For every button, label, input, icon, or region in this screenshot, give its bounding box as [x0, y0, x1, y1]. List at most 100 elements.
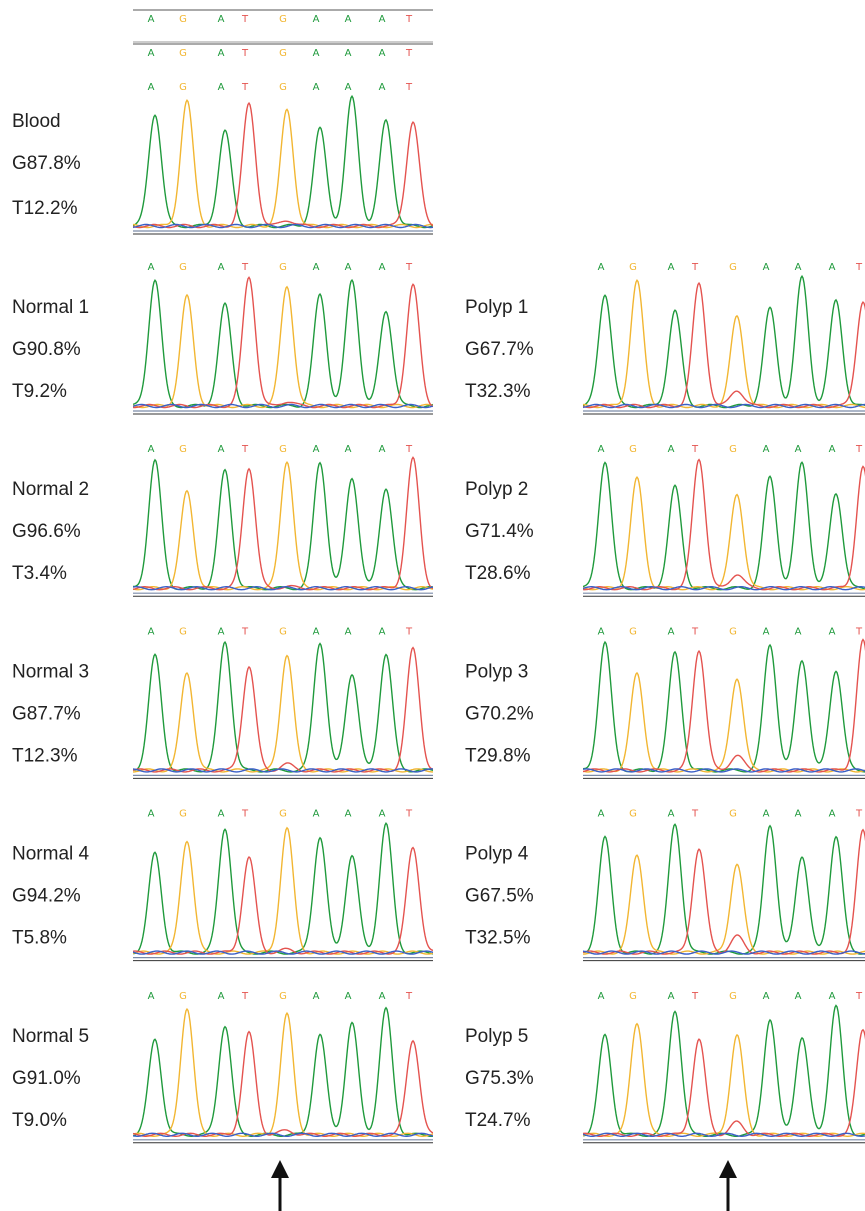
- base-call: A: [668, 262, 675, 273]
- trace-g: [133, 100, 433, 227]
- trace-g: [133, 656, 433, 772]
- base-call: A: [668, 991, 675, 1002]
- panel: AGATGAAATNormal 1G90.8%T9.2%: [12, 262, 433, 414]
- sample-name: Polyp 2: [465, 479, 528, 500]
- base-call: A: [379, 991, 386, 1002]
- base-call: A: [148, 48, 155, 59]
- base-call: A: [148, 626, 155, 637]
- panel: AGATGAAATNormal 4G94.2%T5.8%: [12, 809, 433, 961]
- base-call: T: [241, 82, 249, 93]
- base-call: A: [148, 809, 155, 820]
- t-percent: T12.3%: [12, 745, 78, 766]
- panel: AGATGAAATNormal 5G91.0%T9.0%: [12, 991, 433, 1143]
- base-call: T: [241, 626, 249, 637]
- t-percent: T32.3%: [465, 381, 531, 402]
- sample-name: Polyp 5: [465, 1026, 528, 1047]
- sample-name: Normal 4: [12, 844, 90, 865]
- base-call: G: [279, 82, 287, 93]
- base-call: T: [405, 626, 413, 637]
- base-call: T: [691, 991, 699, 1002]
- traces: [583, 460, 865, 590]
- base-call: A: [795, 626, 802, 637]
- sample-name: Polyp 3: [465, 661, 528, 682]
- base-call: A: [763, 444, 770, 455]
- base-call: A: [668, 444, 675, 455]
- trace-t: [133, 848, 433, 955]
- base-call: A: [379, 262, 386, 273]
- g-percent: G94.2%: [12, 886, 81, 907]
- base-call: A: [148, 14, 155, 25]
- base-call: A: [313, 444, 320, 455]
- base-call: G: [179, 262, 187, 273]
- trace-a: [583, 1006, 865, 1137]
- g-percent: G75.3%: [465, 1068, 534, 1089]
- base-call: A: [379, 444, 386, 455]
- base-call: A: [345, 262, 352, 273]
- trace-t: [133, 457, 433, 589]
- base-call: G: [179, 991, 187, 1002]
- base-call: G: [179, 444, 187, 455]
- base-call: A: [345, 809, 352, 820]
- t-percent: T3.4%: [12, 563, 67, 584]
- trace-g: [133, 287, 433, 408]
- trace-a: [133, 1008, 433, 1137]
- traces: [133, 823, 433, 954]
- base-call: A: [668, 809, 675, 820]
- base-call: A: [763, 626, 770, 637]
- t-percent: T24.7%: [465, 1110, 531, 1131]
- base-call: A: [218, 48, 225, 59]
- panel: AGATGAAATPolyp 3G70.2%T29.8%: [465, 626, 865, 778]
- base-call: A: [763, 991, 770, 1002]
- base-call: G: [179, 48, 187, 59]
- traces: [133, 1008, 433, 1137]
- base-call: A: [668, 626, 675, 637]
- trace-g: [133, 462, 433, 590]
- g-percent: G91.0%: [12, 1068, 81, 1089]
- base-call: A: [829, 262, 836, 273]
- traces: [583, 276, 865, 407]
- base-call: A: [345, 444, 352, 455]
- trace-t: [133, 277, 433, 407]
- traces: [133, 457, 433, 589]
- base-call: G: [629, 809, 637, 820]
- base-call: A: [218, 809, 225, 820]
- sample-name: Normal 1: [12, 297, 89, 318]
- trace-g: [133, 1009, 433, 1136]
- base-call: T: [855, 262, 863, 273]
- base-call: G: [629, 262, 637, 273]
- trace-g: [583, 280, 865, 407]
- base-call: T: [405, 14, 413, 25]
- base-call: A: [313, 809, 320, 820]
- base-call: A: [218, 14, 225, 25]
- base-call: A: [379, 809, 386, 820]
- base-call: G: [279, 48, 287, 59]
- g-percent: G87.7%: [12, 703, 81, 724]
- base-call: T: [855, 626, 863, 637]
- base-call: G: [279, 262, 287, 273]
- base-call: A: [795, 262, 802, 273]
- base-call: T: [241, 262, 249, 273]
- base-call: G: [629, 991, 637, 1002]
- base-call: A: [148, 991, 155, 1002]
- base-call: A: [763, 262, 770, 273]
- g-percent: G67.7%: [465, 339, 534, 360]
- arrow: [271, 1160, 289, 1211]
- base-call: A: [829, 991, 836, 1002]
- base-call: A: [345, 626, 352, 637]
- trace-t: [133, 103, 433, 227]
- base-call: A: [795, 991, 802, 1002]
- t-percent: T5.8%: [12, 928, 67, 949]
- base-call: A: [795, 809, 802, 820]
- base-call: A: [598, 991, 605, 1002]
- base-call: T: [405, 809, 413, 820]
- base-call: A: [148, 444, 155, 455]
- base-call: G: [729, 444, 737, 455]
- sample-name: Polyp 4: [465, 844, 529, 865]
- t-percent: T9.0%: [12, 1110, 67, 1131]
- base-call: T: [855, 444, 863, 455]
- trace-t: [583, 283, 865, 407]
